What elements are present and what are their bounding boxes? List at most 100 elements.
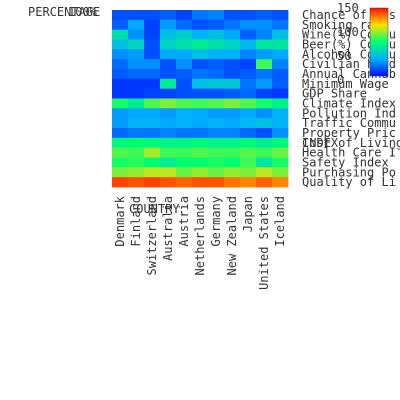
- heatmap-cell: [208, 157, 225, 168]
- heatmap-cell: [176, 108, 193, 119]
- heatmap-cell: [240, 19, 257, 31]
- x-tick-label: Switzerland: [145, 196, 159, 275]
- heatmap-cell: [144, 78, 161, 90]
- heatmap-cell: [128, 167, 145, 178]
- heatmap-cell: [208, 177, 225, 188]
- heatmap-cell: [240, 78, 257, 90]
- heatmap-cell: [240, 157, 257, 168]
- heatmap-cell: [144, 69, 161, 80]
- heatmap-cell: [256, 108, 273, 119]
- heatmap-cell: [272, 167, 289, 178]
- heatmap-cell: [128, 128, 145, 139]
- heatmap-cell: [128, 147, 145, 158]
- heatmap-cell: [272, 69, 289, 80]
- heatmap-cell: [208, 39, 225, 50]
- heatmap-cell: [112, 39, 129, 50]
- heatmap-cell: [208, 88, 225, 99]
- heatmap-cell: [224, 157, 241, 168]
- heatmap-cell: [224, 29, 241, 40]
- heatmap-cell: [256, 118, 273, 129]
- heatmap-cell: [256, 10, 273, 21]
- heatmap-cell: [160, 137, 177, 149]
- heatmap-cell: [272, 49, 289, 60]
- heatmap-cell: [144, 59, 161, 70]
- heatmap-cell: [144, 118, 161, 129]
- heatmap-cell: [128, 157, 145, 168]
- heatmap-cell: [208, 118, 225, 129]
- heatmap-cell: [176, 39, 193, 50]
- heatmap-cell: [272, 19, 289, 31]
- heatmap-cell: [192, 98, 209, 109]
- heatmap-cell: [224, 108, 241, 119]
- heatmap-cell: [176, 167, 193, 178]
- heatmap-cell: [272, 98, 289, 109]
- y-tick-label: Property Pric: [302, 126, 396, 140]
- heatmap-cell: [144, 147, 161, 158]
- heatmap-cell: [208, 78, 225, 90]
- heatmap-cell: [224, 59, 241, 70]
- y-tick-label: Health Care I: [302, 146, 396, 160]
- heatmap-cell: [144, 88, 161, 99]
- heatmap-cell: [160, 157, 177, 168]
- x-tick-label: Denmark: [113, 195, 127, 246]
- heatmap-cell: [160, 88, 177, 99]
- heatmap-cell: [160, 10, 177, 21]
- heatmap-cell: [112, 10, 129, 21]
- heatmap-cell: [272, 147, 289, 158]
- heatmap-cell: [256, 29, 273, 40]
- x-tick-label: Iceland: [273, 196, 287, 247]
- heatmap-cell: [240, 59, 257, 70]
- heatmap-cell: [160, 118, 177, 129]
- heatmap-cell: [256, 69, 273, 80]
- heatmap-cell: [128, 108, 145, 119]
- x-tick-label: Finland: [129, 196, 143, 247]
- heatmap-cell: [256, 147, 273, 158]
- heatmap-cell: [144, 98, 161, 109]
- heatmap-cell: [224, 167, 241, 178]
- heatmap-cell: [112, 59, 129, 70]
- heatmap-cell: [192, 59, 209, 70]
- heatmap-cell: [240, 98, 257, 109]
- heatmap-cell: [192, 128, 209, 139]
- heatmap-cell: [224, 49, 241, 60]
- heatmap-cell: [112, 49, 129, 60]
- colorbar-label: PERCENTAGE: [28, 5, 100, 19]
- heatmap-cell: [192, 157, 209, 168]
- heatmap-cell: [256, 137, 273, 149]
- heatmap-cell: [112, 167, 129, 178]
- heatmap-cell: [240, 167, 257, 178]
- heatmap-cell: [224, 78, 241, 90]
- heatmap-cell: [144, 108, 161, 119]
- heatmap-cell: [192, 88, 209, 99]
- heatmap-cell: [192, 78, 209, 90]
- heatmap-cell: [160, 128, 177, 139]
- colorbar-top-label: 100%: [68, 5, 98, 19]
- heatmap-cell: [144, 137, 161, 149]
- colorbar-tick-label: 50: [337, 49, 351, 63]
- heatmap-cell: [256, 157, 273, 168]
- x-tick-label: Germany: [209, 196, 223, 247]
- heatmap-cell: [176, 157, 193, 168]
- heatmap-cell: [128, 49, 145, 60]
- heatmap-cell: [160, 177, 177, 188]
- heatmap-cell: [256, 19, 273, 31]
- heatmap-cell: [272, 29, 289, 40]
- heatmap-cell: [240, 29, 257, 40]
- heatmap-cell: [176, 177, 193, 188]
- colorbar-tick-labels: 0 50 100 150: [337, 1, 359, 87]
- heatmap-cell: [224, 177, 241, 188]
- heatmap-cell: [272, 177, 289, 188]
- heatmap-cell: [208, 59, 225, 70]
- x-tick-label: Japan: [241, 196, 255, 232]
- heatmap-cell: [256, 59, 273, 70]
- heatmap-cell: [208, 49, 225, 60]
- heatmap-cell: [112, 137, 129, 149]
- heatmap-cell: [224, 39, 241, 50]
- heatmap-cell: [240, 177, 257, 188]
- heatmap-cell: [224, 137, 241, 149]
- heatmap-cell: [144, 128, 161, 139]
- heatmap-cell: [192, 147, 209, 158]
- heatmap-cell: [112, 98, 129, 109]
- heatmap-cell: [144, 49, 161, 60]
